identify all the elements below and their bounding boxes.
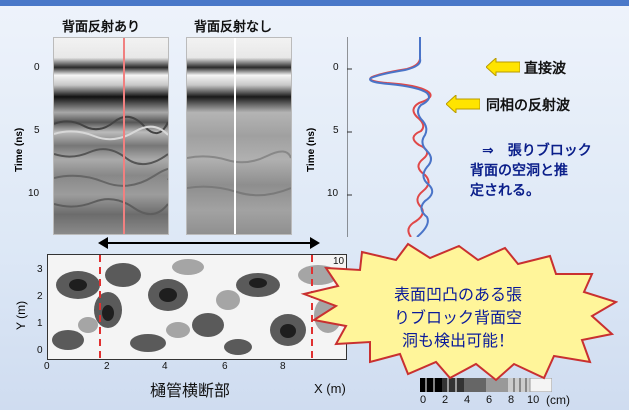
- right-axis-title: Time (ns): [306, 127, 317, 172]
- starburst-callout: [300, 242, 618, 382]
- map-x-axis-title: X (m): [314, 381, 346, 396]
- colorbar-tick-10: 10: [527, 394, 540, 406]
- contour-map: [47, 254, 347, 360]
- left-tick-10: 10: [28, 188, 40, 199]
- radargram-with-reflection: [53, 37, 169, 235]
- colorbar-tick-6: 6: [486, 394, 493, 406]
- map-x-tick-4: 4: [162, 361, 168, 372]
- left-axis-title: Time (ns): [14, 127, 25, 172]
- section-label: 樋管横断部: [150, 383, 231, 400]
- bubble-line-2: りブロック背面空: [393, 310, 522, 327]
- callout-in-phase-reflection: 同相の反射波: [486, 97, 570, 113]
- colorbar: [420, 378, 552, 392]
- map-x-tick-8: 8: [280, 361, 286, 372]
- map-y-axis-title: Y (m): [14, 300, 28, 330]
- panel-label-without-reflection: 背面反射なし: [194, 19, 273, 34]
- bubble-line-3: 洞も検出可能！: [401, 333, 514, 350]
- right-tick-5: 5: [333, 125, 339, 136]
- blue-trace: [369, 37, 434, 237]
- radargram-without-reflection: [186, 37, 292, 235]
- callout-direct-wave: 直接波: [524, 60, 566, 76]
- arrow-left-icon: [486, 58, 520, 76]
- map-y-tick-2: 2: [37, 291, 43, 302]
- map-x-tick-6: 6: [222, 361, 228, 372]
- left-tick-5: 5: [34, 125, 40, 136]
- colorbar-tick-8: 8: [508, 394, 515, 406]
- map-y-tick-1: 1: [37, 318, 43, 329]
- header-bar: [0, 0, 629, 6]
- bubble-line-1: 表面凹凸のある張: [393, 287, 522, 304]
- colorbar-tick-4: 4: [464, 394, 471, 406]
- waveform-plot: [347, 37, 434, 237]
- map-x-tick-2: 2: [104, 361, 110, 372]
- conclusion-line-1: ⇒ 張りブロック: [482, 142, 592, 158]
- span-arrow: [98, 237, 320, 249]
- colorbar-tick-0: 0: [420, 394, 427, 406]
- left-tick-0: 0: [34, 62, 40, 73]
- conclusion-line-3: 定される。: [470, 182, 540, 198]
- colorbar-tick-2: 2: [442, 394, 449, 406]
- panel-label-with-reflection: 背面反射あり: [62, 19, 141, 34]
- map-x-tick-0: 0: [44, 361, 50, 372]
- right-tick-10: 10: [327, 188, 339, 199]
- map-x-tick-10: 10: [333, 256, 345, 267]
- map-y-tick-0: 0: [37, 345, 43, 356]
- arrow-left-icon: [446, 95, 480, 113]
- right-tick-0: 0: [333, 62, 339, 73]
- conclusion-line-2: 背面の空洞と推: [470, 162, 568, 178]
- colorbar-unit: (cm): [546, 393, 570, 407]
- map-y-tick-3: 3: [37, 264, 43, 275]
